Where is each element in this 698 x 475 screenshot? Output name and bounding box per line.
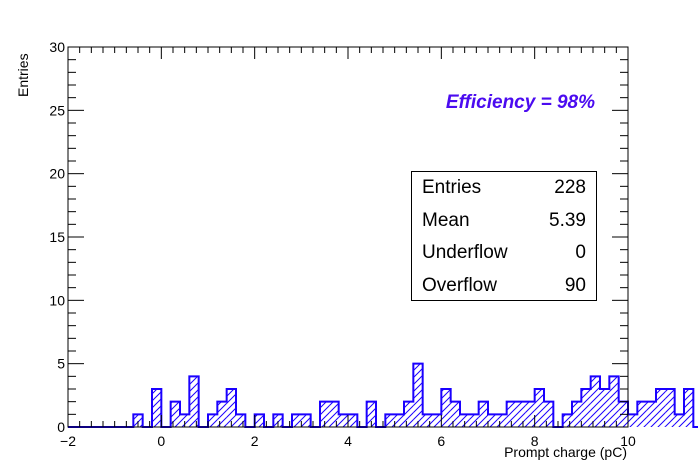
y-tick-label: 15: [49, 229, 65, 245]
stat-value: 90: [564, 275, 586, 296]
histogram-bar: [600, 389, 610, 427]
x-tick-label: 6: [437, 433, 445, 449]
histogram-bar: [208, 414, 218, 427]
stat-value: 5.39: [549, 210, 586, 231]
histogram-bar: [329, 401, 339, 427]
histogram-bar: [497, 414, 507, 427]
histogram-bar: [674, 414, 684, 427]
histogram-bar: [506, 401, 516, 427]
histogram-bar: [469, 414, 479, 427]
histogram-bar: [217, 401, 227, 427]
stat-value: 228: [554, 177, 586, 198]
histogram-outline: [68, 362, 698, 428]
y-tick-label: 0: [57, 419, 65, 435]
x-tick-label: 2: [251, 433, 259, 449]
y-tick-label: 10: [49, 292, 65, 308]
y-tick-label: 30: [49, 39, 65, 55]
axis-ticks: [67, 46, 629, 428]
histogram-bar: [394, 414, 404, 427]
histogram-bars: [133, 363, 694, 427]
stat-entries: Entries 228: [422, 177, 586, 199]
histogram-bar: [273, 414, 283, 427]
histogram-bar: [338, 414, 348, 427]
x-tick-label: 4: [344, 433, 352, 449]
histogram-bar: [385, 414, 395, 427]
histogram-bar: [254, 414, 264, 427]
histogram-bar: [348, 414, 358, 427]
histogram-bar: [544, 401, 554, 427]
histogram-bar: [460, 414, 470, 427]
y-tick-label: 20: [49, 166, 65, 182]
histogram-bar: [301, 414, 311, 427]
stat-value: 0: [575, 242, 586, 263]
histogram-bar: [226, 389, 236, 427]
y-tick-labels: 0 5 10 15 20 25 30: [49, 39, 65, 435]
histogram-bar: [152, 389, 162, 427]
x-axis-title: Prompt charge (pC): [504, 444, 627, 460]
histogram-bar: [525, 401, 535, 427]
histogram-bar: [572, 401, 582, 427]
histogram-bar: [637, 401, 647, 427]
histogram-bar: [320, 401, 330, 427]
x-tick-labels: −2 0 2 4 6 8 10: [60, 433, 636, 449]
histogram-bar: [478, 401, 488, 427]
y-axis-title: Entries: [15, 53, 31, 97]
histogram-bar: [488, 414, 498, 427]
y-tick-label: 5: [57, 356, 65, 372]
histogram-bar: [170, 401, 180, 427]
histogram-bar: [422, 414, 432, 427]
stat-overflow: Overflow 90: [422, 275, 586, 297]
histogram-bar: [609, 376, 619, 427]
histogram-bar: [646, 401, 656, 427]
efficiency-annotation: Efficiency = 98%: [446, 92, 595, 113]
histogram-bar: [450, 401, 460, 427]
histogram-bar: [590, 376, 600, 427]
stat-underflow: Underflow 0: [422, 242, 586, 264]
histogram-bar: [404, 401, 414, 427]
x-tick-label: −2: [60, 433, 76, 449]
histogram-bar: [189, 376, 199, 427]
histogram-bar: [534, 389, 544, 427]
stat-label: Underflow: [422, 242, 508, 263]
stat-label: Overflow: [422, 275, 497, 296]
histogram-bar: [236, 414, 246, 427]
histogram-bar: [133, 414, 143, 427]
histogram-bar: [562, 414, 572, 427]
histogram-bar: [581, 389, 591, 427]
histogram-bar: [656, 389, 666, 427]
histogram-bar: [432, 414, 442, 427]
histogram-bar: [628, 414, 638, 427]
histogram-bar: [366, 401, 376, 427]
histogram-bar: [684, 389, 694, 427]
stat-label: Entries: [422, 177, 482, 198]
x-tick-label: 10: [620, 433, 636, 449]
histogram-bar: [413, 363, 423, 427]
stat-label: Mean: [422, 210, 470, 231]
x-tick-label: 8: [531, 433, 539, 449]
y-tick-label: 25: [49, 102, 65, 118]
histogram-bar: [292, 414, 302, 427]
histogram-bar: [516, 401, 526, 427]
histogram-bar: [180, 414, 190, 427]
stats-box: Entries 228 Mean 5.39 Underflow 0 Overfl…: [411, 171, 597, 301]
histogram-bar: [665, 389, 675, 427]
stat-mean: Mean 5.39: [422, 210, 586, 232]
histogram-bar: [441, 389, 451, 427]
x-tick-label: 0: [157, 433, 165, 449]
